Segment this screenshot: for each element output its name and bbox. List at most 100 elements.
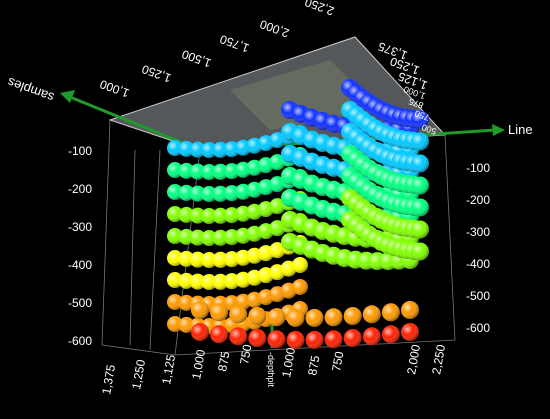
data-sphere-shine bbox=[362, 305, 381, 324]
data-sphere-shine bbox=[212, 251, 229, 268]
bottom-tick-right: 750 bbox=[329, 350, 346, 372]
data-sphere-shine bbox=[212, 141, 229, 158]
data-sphere-shine bbox=[167, 272, 183, 288]
data-sphere-shine bbox=[248, 307, 267, 325]
samples-axis-label: samples bbox=[5, 74, 56, 105]
data-sphere-shine bbox=[189, 207, 206, 224]
data-sphere-shine bbox=[286, 330, 305, 349]
data-sphere-shine bbox=[189, 185, 206, 202]
data-sphere-shine bbox=[381, 303, 400, 322]
data-sphere-shine bbox=[381, 325, 400, 344]
data-sphere-shine bbox=[229, 327, 248, 346]
bottom-tick-right: 875 bbox=[305, 354, 322, 376]
data-sphere-shine bbox=[167, 250, 183, 266]
data-sphere-shine bbox=[178, 228, 195, 245]
top-tick-line: 875 bbox=[407, 96, 425, 111]
data-sphere-shine bbox=[178, 294, 195, 311]
data-sphere-shine bbox=[178, 184, 195, 201]
data-sphere-shine bbox=[201, 252, 218, 268]
depth-tick-left: -300 bbox=[68, 220, 92, 234]
data-sphere-shine bbox=[212, 207, 229, 224]
data-sphere-shine bbox=[292, 257, 308, 273]
data-sphere-shine bbox=[411, 198, 429, 217]
bottom-ticks-left: 1,375 1,250 1,125 1,000 875 750 bbox=[99, 343, 254, 395]
data-sphere-shine bbox=[189, 273, 206, 290]
bottom-tick-left: 1,000 bbox=[189, 348, 208, 380]
data-sphere-shine bbox=[212, 163, 229, 180]
top-tick-samples: 1,000 bbox=[98, 77, 131, 101]
data-sphere-shine bbox=[167, 206, 183, 222]
bottom-tick-left: 1,375 bbox=[99, 363, 118, 395]
data-sphere-shine bbox=[286, 308, 305, 327]
data-sphere-shine bbox=[362, 327, 381, 346]
data-sphere-shine bbox=[167, 294, 183, 310]
data-sphere-shine bbox=[401, 301, 419, 319]
data-sphere-shine bbox=[248, 329, 267, 347]
data-sphere-shine bbox=[401, 323, 419, 341]
data-sphere-shine bbox=[212, 273, 229, 290]
bottom-tick-left: 1,125 bbox=[159, 353, 178, 385]
data-sphere-shine bbox=[267, 308, 286, 327]
data-sphere-shine bbox=[343, 307, 362, 325]
depth-tick-right: -600 bbox=[466, 321, 490, 335]
data-sphere-shine bbox=[178, 206, 195, 223]
top-tick-line: 750 bbox=[413, 108, 431, 123]
data-sphere-shine bbox=[167, 228, 183, 244]
bottom-tick-left: 875 bbox=[215, 350, 232, 372]
data-sphere-shine bbox=[305, 330, 324, 349]
data-sphere-shine bbox=[411, 132, 429, 151]
depth-tick-left: -500 bbox=[68, 296, 92, 310]
top-tick-samples: 1,500 bbox=[180, 47, 213, 71]
data-sphere-shine bbox=[178, 140, 195, 157]
data-sphere-shine bbox=[178, 272, 195, 289]
depth-tick-left: -100 bbox=[68, 144, 92, 158]
bottom-tick-left: 1,250 bbox=[129, 358, 148, 390]
data-sphere-shine bbox=[167, 316, 183, 332]
depth-tick-left: -200 bbox=[68, 182, 92, 196]
data-sphere-shine bbox=[343, 329, 362, 347]
data-sphere-shine bbox=[201, 186, 218, 202]
data-sphere-shine bbox=[189, 229, 206, 246]
bottom-tick-right: 2,000 bbox=[404, 343, 423, 375]
data-sphere-shine bbox=[212, 229, 229, 246]
data-sphere-shine bbox=[201, 208, 218, 224]
top-tick-line: 500 bbox=[420, 122, 438, 137]
data-sphere-shine bbox=[411, 220, 429, 239]
depth-tick-right: -200 bbox=[466, 193, 490, 207]
depth-ticks-left: -100 -200 -300 -400 -500 -600 bbox=[68, 144, 92, 348]
top-tick-samples: 1,250 bbox=[140, 62, 173, 86]
data-sphere-shine bbox=[189, 251, 206, 268]
depth-tick-right: -500 bbox=[466, 289, 490, 303]
data-sphere-shine bbox=[178, 250, 195, 267]
depth-tick-right: -100 bbox=[466, 161, 490, 175]
data-sphere-shine bbox=[229, 305, 248, 324]
data-sphere-shine bbox=[210, 303, 229, 322]
data-sphere-shine bbox=[201, 230, 218, 246]
data-sphere-shine bbox=[191, 323, 209, 341]
data-sphere-shine bbox=[189, 163, 206, 180]
data-sphere-shine bbox=[212, 185, 229, 202]
top-tick-samples: 2,250 bbox=[303, 0, 336, 18]
data-sphere-shine bbox=[178, 316, 195, 333]
depth-tick-right: -400 bbox=[466, 257, 490, 271]
data-sphere-shine bbox=[411, 110, 429, 129]
bottom-ticks-right: 1,000 875 750 2,000 2,250 bbox=[279, 343, 448, 378]
top-tick-samples: 1,750 bbox=[218, 32, 251, 56]
depth-tick-right: -300 bbox=[466, 225, 490, 239]
data-sphere-shine bbox=[201, 142, 218, 158]
data-sphere-shine bbox=[167, 184, 183, 200]
data-sphere-shine bbox=[191, 301, 209, 319]
data-sphere-shine bbox=[178, 162, 195, 179]
data-spheres bbox=[167, 79, 429, 349]
bottom-tick-right: 2,250 bbox=[429, 343, 448, 375]
data-sphere-shine bbox=[292, 279, 308, 295]
depth-tick-left: -400 bbox=[68, 258, 92, 272]
data-sphere-shine bbox=[324, 308, 343, 327]
data-sphere-shine bbox=[201, 164, 218, 180]
line-axis-label: Line bbox=[508, 122, 533, 137]
data-sphere-shine bbox=[324, 330, 343, 349]
data-sphere-shine bbox=[167, 140, 183, 156]
data-sphere-shine bbox=[305, 308, 324, 327]
data-sphere-shine bbox=[267, 330, 286, 349]
